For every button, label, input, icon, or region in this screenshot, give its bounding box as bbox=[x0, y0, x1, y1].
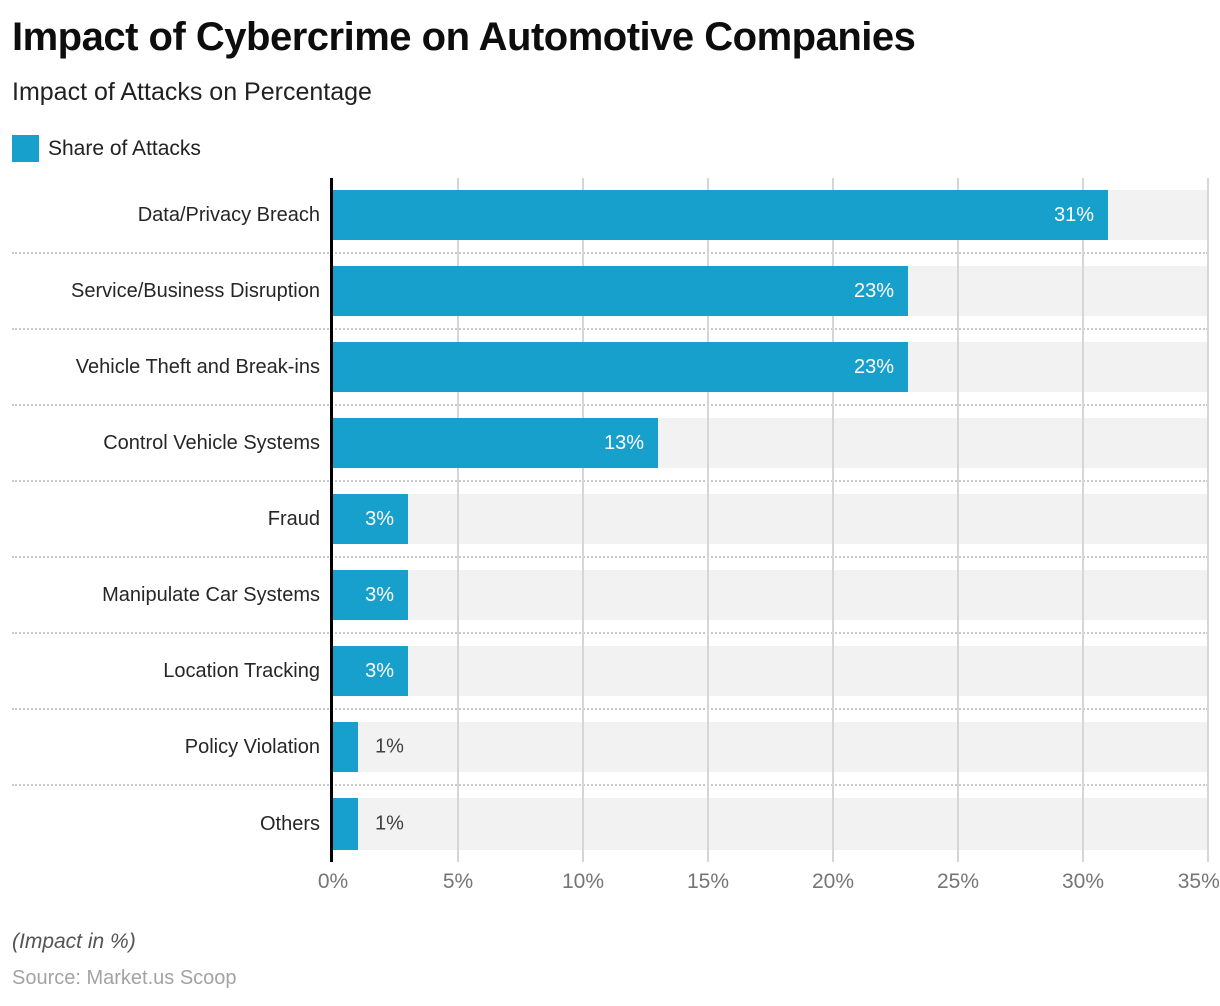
row-plot: 23% bbox=[333, 330, 1208, 404]
bar-track bbox=[333, 494, 1208, 544]
bar-value-label: 3% bbox=[365, 507, 394, 530]
bar-value-label: 31% bbox=[1053, 203, 1094, 226]
category-label: Fraud bbox=[267, 507, 320, 530]
x-tick-label: 30% bbox=[1061, 870, 1105, 893]
legend-label[interactable]: Share of Attacks bbox=[48, 136, 201, 160]
x-axis: 0% 5% 10% 15% 20% 25% 30% 35% bbox=[318, 862, 1220, 908]
bar[interactable]: 3% bbox=[333, 570, 408, 620]
bar[interactable]: 23% bbox=[333, 342, 908, 392]
source-credit: Source: Market.us Scoop bbox=[12, 967, 237, 989]
row-plot: 1% bbox=[333, 786, 1208, 862]
category-label: Control Vehicle Systems bbox=[103, 431, 320, 454]
x-tick-label: 25% bbox=[936, 870, 980, 893]
impact-note: (Impact in %) bbox=[12, 930, 136, 953]
x-tick-label: 35% bbox=[1177, 870, 1220, 893]
bar[interactable]: 23% bbox=[333, 266, 908, 316]
x-tick-label: 0% bbox=[317, 870, 349, 893]
bar-value-label: 23% bbox=[853, 279, 894, 302]
x-tick-label: 10% bbox=[561, 870, 605, 893]
row-plot: 23% bbox=[333, 254, 1208, 328]
bar[interactable]: 31% bbox=[333, 190, 1108, 240]
chart-row: Service/Business Disruption 23% bbox=[12, 254, 1208, 330]
x-tick-label: 15% bbox=[686, 870, 730, 893]
bar-track bbox=[333, 570, 1208, 620]
category-label: Location Tracking bbox=[163, 659, 320, 682]
chart-row: Others 1% bbox=[12, 786, 1208, 862]
category-label: Vehicle Theft and Break-ins bbox=[75, 355, 320, 378]
bar[interactable]: 3% bbox=[333, 646, 408, 696]
bar-track bbox=[333, 722, 1208, 772]
bar-value-label-outside: 1% bbox=[375, 735, 404, 758]
category-label: Service/Business Disruption bbox=[71, 279, 320, 302]
row-plot: 3% bbox=[333, 482, 1208, 556]
bar-value-label: 23% bbox=[853, 355, 894, 378]
chart-page: Impact of Cybercrime on Automotive Compa… bbox=[0, 14, 1220, 990]
x-tick-label: 20% bbox=[811, 870, 855, 893]
row-plot: 3% bbox=[333, 558, 1208, 632]
bar-value-label-outside: 1% bbox=[375, 812, 404, 835]
row-plot: 1% bbox=[333, 710, 1208, 784]
bar-value-label: 3% bbox=[365, 583, 394, 606]
chart-row: Fraud 3% bbox=[12, 482, 1208, 558]
bar[interactable] bbox=[333, 722, 358, 772]
bar[interactable]: 13% bbox=[333, 418, 658, 468]
chart-row: Vehicle Theft and Break-ins 23% bbox=[12, 330, 1208, 406]
bar-value-label: 13% bbox=[603, 431, 644, 454]
bar[interactable] bbox=[333, 798, 358, 850]
category-label: Manipulate Car Systems bbox=[102, 583, 320, 606]
bar-track bbox=[333, 798, 1208, 850]
row-plot: 3% bbox=[333, 634, 1208, 708]
plot-area: Data/Privacy Breach 31% Service/Business… bbox=[12, 178, 1209, 862]
chart-row: Policy Violation 1% bbox=[12, 710, 1208, 786]
chart-row: Manipulate Car Systems 3% bbox=[12, 558, 1208, 634]
bar[interactable]: 3% bbox=[333, 494, 408, 544]
chart-subtitle: Impact of Attacks on Percentage bbox=[12, 78, 372, 106]
bar-value-label: 3% bbox=[365, 659, 394, 682]
chart-rows: Data/Privacy Breach 31% Service/Business… bbox=[12, 178, 1208, 862]
category-label: Policy Violation bbox=[184, 735, 320, 758]
chart-row: Location Tracking 3% bbox=[12, 634, 1208, 710]
legend-swatch-icon[interactable] bbox=[12, 135, 39, 162]
chart-legend: Share of Attacks bbox=[12, 135, 1208, 162]
x-tick-label: 5% bbox=[442, 870, 474, 893]
row-plot: 31% bbox=[333, 178, 1208, 252]
category-label: Others bbox=[259, 812, 320, 835]
bar-track bbox=[333, 646, 1208, 696]
row-plot: 13% bbox=[333, 406, 1208, 480]
bar-chart: Data/Privacy Breach 31% Service/Business… bbox=[12, 178, 1220, 908]
category-label: Data/Privacy Breach bbox=[137, 203, 320, 226]
page-title: Impact of Cybercrime on Automotive Compa… bbox=[12, 15, 916, 59]
chart-row: Control Vehicle Systems 13% bbox=[12, 406, 1208, 482]
chart-row: Data/Privacy Breach 31% bbox=[12, 178, 1208, 254]
